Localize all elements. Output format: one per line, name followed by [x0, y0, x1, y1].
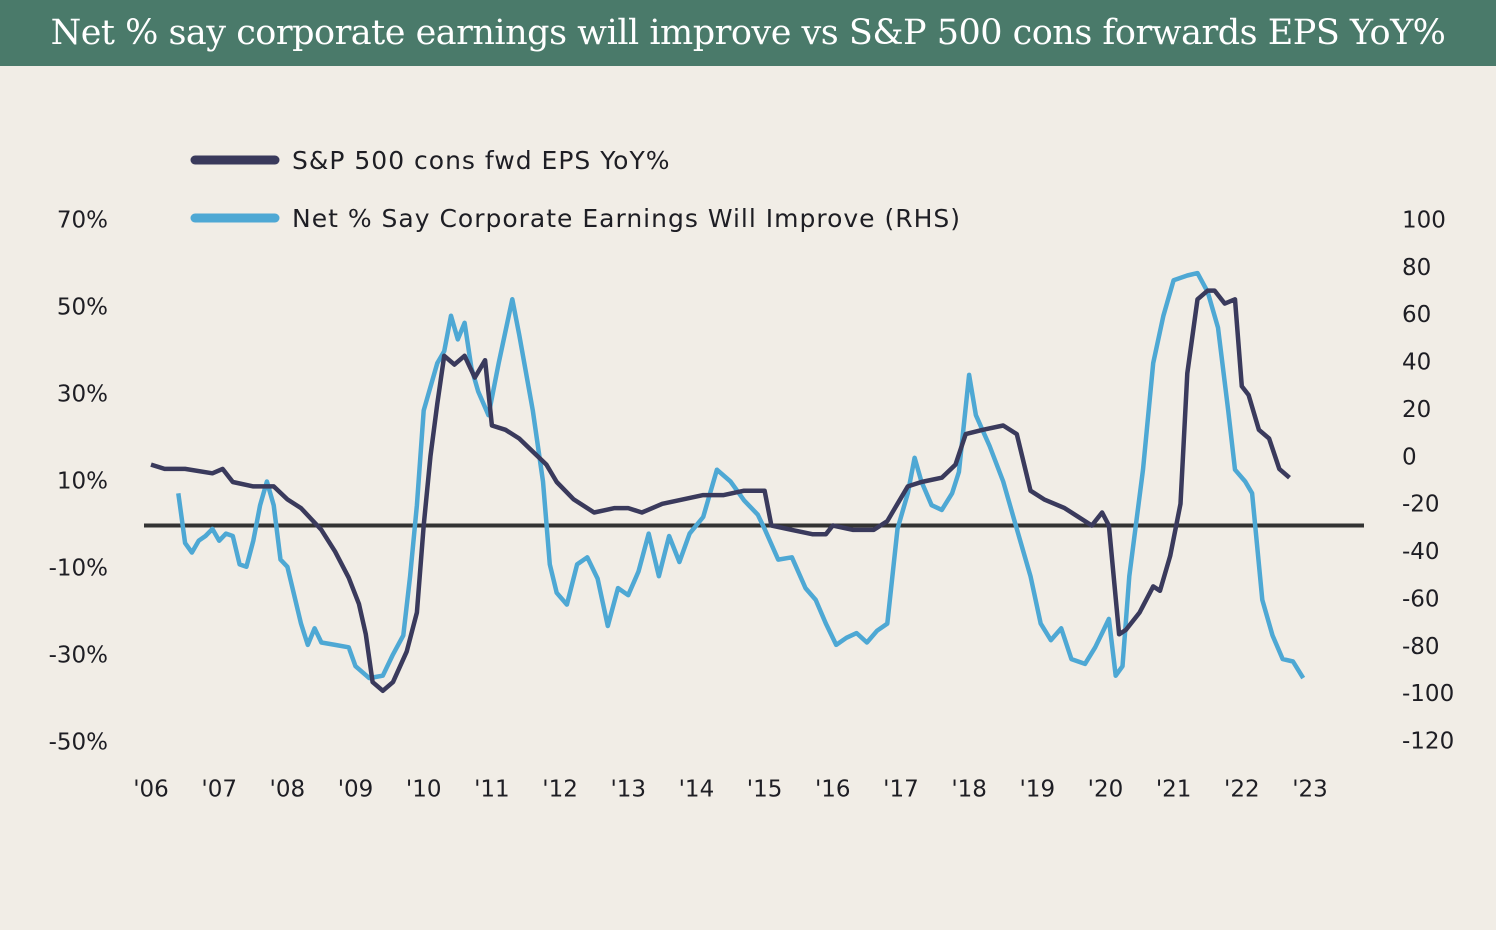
right-axis-tick-label: 80 [1402, 255, 1431, 281]
x-axis-tick-label: '20 [1088, 777, 1124, 803]
right-axis-ticks: 100 80 60 40 20 0 -20 -40 -60 -80 -100 -120 [1402, 208, 1454, 755]
chart-svg: S&P 500 cons fwd EPS YoY% Net % Say Corp… [49, 146, 1455, 803]
x-axis-tick-label: '15 [747, 777, 783, 803]
x-axis-tick-label: '23 [1292, 777, 1328, 803]
left-axis-tick-label: -30% [49, 643, 108, 669]
right-axis-tick-label: 40 [1402, 350, 1431, 376]
x-axis-tick-label: '07 [201, 777, 237, 803]
x-axis-tick-label: '08 [270, 777, 306, 803]
x-axis-tick-label: '11 [474, 777, 510, 803]
chart-title: Net % say corporate earnings will improv… [50, 13, 1446, 53]
x-axis-tick-label: '09 [338, 777, 374, 803]
legend-label-net: Net % Say Corporate Earnings Will Improv… [292, 204, 961, 233]
x-axis-tick-label: '12 [542, 777, 578, 803]
x-axis-ticks: '06 '07 '08 '09 '10 '11 '12 '13 '14 '15 '16 '17 '18 '… [133, 777, 1328, 803]
right-axis-tick-label: 0 [1402, 444, 1417, 470]
left-axis-tick-label: -10% [49, 556, 108, 582]
x-axis-tick-label: '17 [883, 777, 919, 803]
left-axis-tick-label: 30% [57, 382, 108, 408]
right-axis-tick-label: -60 [1402, 586, 1440, 612]
title-bar: Net % say corporate earnings will improv… [0, 0, 1496, 66]
right-axis-tick-label: -120 [1402, 729, 1454, 755]
left-axis-tick-label: 50% [57, 295, 108, 321]
left-axis-tick-label: 10% [57, 469, 108, 495]
x-axis-tick-label: '14 [679, 777, 715, 803]
right-axis-tick-label: 60 [1402, 302, 1431, 328]
left-axis-tick-label: 70% [57, 208, 108, 234]
series-line-eps-yoy [150, 288, 1291, 694]
left-axis-tick-label: -50% [49, 730, 108, 756]
x-axis-tick-label: '21 [1156, 777, 1192, 803]
right-axis-tick-label: -80 [1402, 634, 1440, 660]
x-axis-tick-label: '16 [815, 777, 851, 803]
right-axis-tick-label: -100 [1402, 681, 1454, 707]
x-axis-tick-label: '13 [610, 777, 646, 803]
legend-label-eps: S&P 500 cons fwd EPS YoY% [292, 146, 671, 175]
right-axis-tick-label: -40 [1402, 539, 1440, 565]
right-axis-tick-label: 20 [1402, 397, 1431, 423]
x-axis-tick-label: '06 [133, 777, 169, 803]
legend: S&P 500 cons fwd EPS YoY% Net % Say Corp… [190, 146, 961, 233]
right-axis-tick-label: 100 [1402, 208, 1446, 234]
series-line-net-improve [176, 270, 1306, 681]
left-axis-ticks: 70% 50% 30% 10% -10% -30% -50% [49, 208, 108, 756]
x-axis-tick-label: '18 [951, 777, 987, 803]
x-axis-tick-label: '22 [1224, 777, 1260, 803]
x-axis-tick-label: '10 [406, 777, 442, 803]
x-axis-tick-label: '19 [1019, 777, 1055, 803]
right-axis-tick-label: -20 [1402, 492, 1440, 518]
